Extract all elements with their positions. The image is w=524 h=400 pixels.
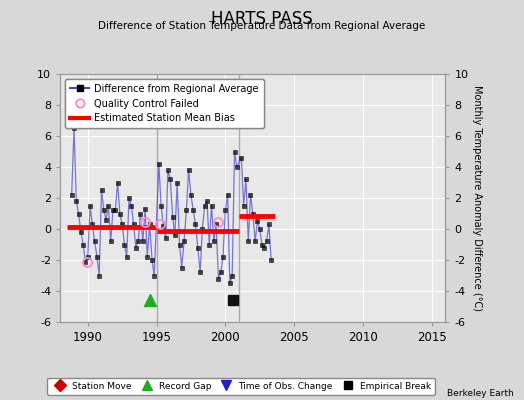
- Text: Difference of Station Temperature Data from Regional Average: Difference of Station Temperature Data f…: [99, 21, 425, 31]
- Y-axis label: Monthly Temperature Anomaly Difference (°C): Monthly Temperature Anomaly Difference (…: [472, 85, 482, 311]
- Legend: Station Move, Record Gap, Time of Obs. Change, Empirical Break: Station Move, Record Gap, Time of Obs. C…: [47, 378, 435, 395]
- Text: Berkeley Earth: Berkeley Earth: [447, 389, 514, 398]
- Text: HARTS PASS: HARTS PASS: [211, 10, 313, 28]
- Legend: Difference from Regional Average, Quality Control Failed, Estimated Station Mean: Difference from Regional Average, Qualit…: [65, 79, 264, 128]
